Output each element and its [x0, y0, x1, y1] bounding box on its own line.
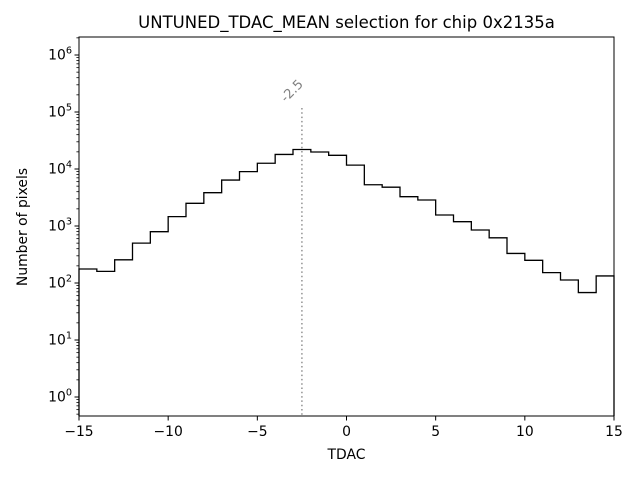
- x-tick-label: −15: [64, 424, 93, 440]
- y-tick-exponent: 4: [66, 160, 72, 171]
- y-tick-base: 10: [48, 162, 66, 178]
- y-tick-label: 104: [48, 160, 72, 178]
- y-tick-base: 10: [48, 390, 66, 406]
- y-tick-base: 10: [48, 105, 66, 121]
- y-tick-exponent: 2: [66, 274, 72, 285]
- x-axis-ticks: −15 −10 −5 0 5 10 15: [64, 416, 623, 440]
- x-tick-label: 0: [342, 424, 351, 440]
- y-tick-label: 101: [48, 331, 72, 349]
- y-axis-label: Number of pixels: [15, 167, 31, 287]
- y-tick-exponent: 0: [66, 388, 72, 399]
- x-axis-label: TDAC: [327, 447, 366, 463]
- y-tick-label: 105: [48, 103, 72, 121]
- x-tick-label: 10: [516, 424, 534, 440]
- x-tick-label: 5: [431, 424, 440, 440]
- x-tick-label: −10: [154, 424, 183, 440]
- chart-title: UNTUNED_TDAC_MEAN selection for chip 0x2…: [138, 13, 555, 32]
- y-tick-label: 102: [48, 274, 72, 292]
- y-tick-label: 100: [48, 388, 72, 406]
- y-tick-base: 10: [48, 276, 66, 292]
- y-tick-base: 10: [48, 48, 66, 64]
- y-tick-exponent: 3: [66, 217, 72, 228]
- y-tick-exponent: 6: [66, 46, 72, 57]
- x-tick-label: 15: [605, 424, 623, 440]
- y-tick-label: 103: [48, 217, 72, 235]
- plot-border: [78, 36, 615, 417]
- y-tick-exponent: 5: [66, 103, 72, 114]
- y-tick-exponent: 1: [66, 331, 72, 342]
- histogram-step-path: [78, 148, 615, 416]
- y-tick-base: 10: [48, 219, 66, 235]
- x-tick-label: −5: [247, 424, 267, 440]
- histogram-step-line: [78, 148, 615, 416]
- plot-border-rect: [78, 36, 615, 417]
- y-tick-base: 10: [48, 333, 66, 349]
- y-tick-label: 106: [48, 46, 72, 64]
